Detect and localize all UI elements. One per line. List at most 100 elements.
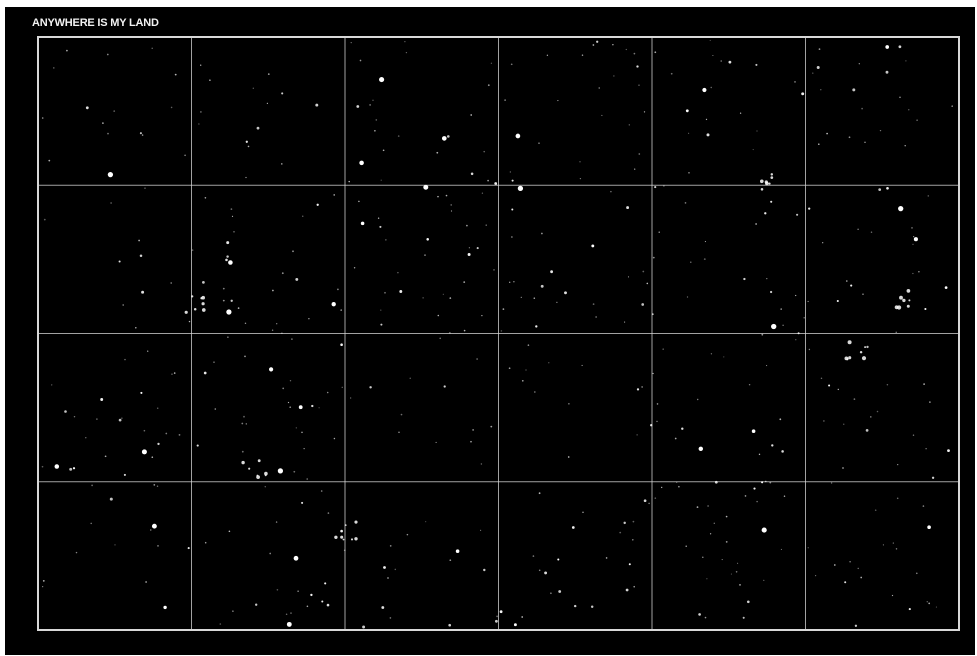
star bbox=[771, 444, 774, 447]
star bbox=[591, 244, 595, 248]
star bbox=[141, 134, 144, 136]
star bbox=[269, 367, 274, 372]
star bbox=[848, 356, 852, 360]
star bbox=[310, 593, 313, 597]
star bbox=[383, 566, 386, 569]
star bbox=[535, 325, 538, 328]
star bbox=[198, 123, 200, 125]
star bbox=[511, 236, 513, 238]
star bbox=[681, 427, 684, 430]
star bbox=[404, 41, 406, 43]
star bbox=[674, 437, 677, 440]
star bbox=[638, 84, 640, 86]
star bbox=[397, 271, 399, 274]
star bbox=[916, 572, 918, 575]
star bbox=[230, 299, 233, 302]
star bbox=[231, 215, 234, 218]
star bbox=[241, 460, 245, 465]
star bbox=[375, 119, 378, 121]
star bbox=[359, 160, 364, 166]
star bbox=[796, 213, 799, 216]
star bbox=[878, 188, 882, 191]
star bbox=[107, 171, 114, 178]
star bbox=[362, 625, 366, 629]
star bbox=[636, 65, 639, 68]
star bbox=[780, 308, 782, 310]
star bbox=[102, 122, 104, 124]
star bbox=[850, 284, 853, 287]
star bbox=[405, 51, 408, 54]
star bbox=[879, 129, 882, 132]
star bbox=[548, 362, 550, 364]
star bbox=[281, 92, 284, 95]
star bbox=[400, 413, 403, 416]
star bbox=[306, 605, 309, 608]
star bbox=[73, 415, 76, 418]
star bbox=[812, 72, 814, 74]
star bbox=[808, 348, 811, 351]
star bbox=[546, 54, 549, 56]
star bbox=[755, 223, 757, 225]
star bbox=[760, 188, 764, 191]
star bbox=[743, 277, 746, 281]
star bbox=[467, 253, 471, 256]
star bbox=[267, 73, 270, 75]
star bbox=[424, 254, 426, 256]
star bbox=[766, 365, 768, 367]
star bbox=[846, 280, 848, 282]
star bbox=[721, 559, 723, 561]
star bbox=[272, 289, 274, 292]
star bbox=[106, 53, 109, 56]
star bbox=[301, 431, 303, 434]
star bbox=[104, 455, 107, 458]
star bbox=[203, 371, 207, 375]
star bbox=[369, 386, 372, 389]
star bbox=[156, 407, 159, 410]
star bbox=[781, 450, 784, 453]
star bbox=[538, 142, 540, 144]
star bbox=[906, 304, 910, 308]
star bbox=[527, 344, 530, 346]
star bbox=[96, 418, 98, 420]
star bbox=[521, 379, 524, 382]
star bbox=[222, 287, 225, 290]
star bbox=[752, 149, 754, 151]
star bbox=[380, 179, 382, 181]
star bbox=[828, 384, 831, 387]
star bbox=[360, 221, 365, 226]
star bbox=[107, 132, 109, 135]
star bbox=[124, 358, 126, 361]
star bbox=[803, 317, 805, 319]
star bbox=[233, 230, 235, 233]
star bbox=[496, 615, 498, 618]
star bbox=[422, 297, 424, 299]
star bbox=[643, 111, 646, 113]
star bbox=[650, 424, 653, 427]
star bbox=[494, 182, 498, 185]
star bbox=[897, 464, 899, 466]
star bbox=[170, 282, 173, 284]
star bbox=[556, 301, 558, 304]
star bbox=[382, 149, 385, 152]
star bbox=[632, 520, 635, 523]
star bbox=[293, 555, 299, 561]
grid-lines bbox=[38, 37, 959, 630]
star bbox=[487, 179, 489, 182]
star bbox=[241, 422, 244, 425]
star bbox=[476, 247, 479, 250]
star bbox=[895, 548, 898, 550]
star bbox=[41, 465, 44, 468]
star bbox=[924, 307, 927, 311]
star bbox=[595, 316, 597, 318]
star bbox=[688, 132, 690, 134]
star bbox=[654, 497, 657, 499]
star bbox=[227, 336, 229, 338]
star bbox=[533, 297, 536, 299]
star bbox=[358, 200, 360, 203]
star bbox=[770, 200, 773, 203]
star bbox=[728, 60, 732, 64]
star bbox=[760, 179, 764, 184]
star bbox=[394, 568, 397, 571]
